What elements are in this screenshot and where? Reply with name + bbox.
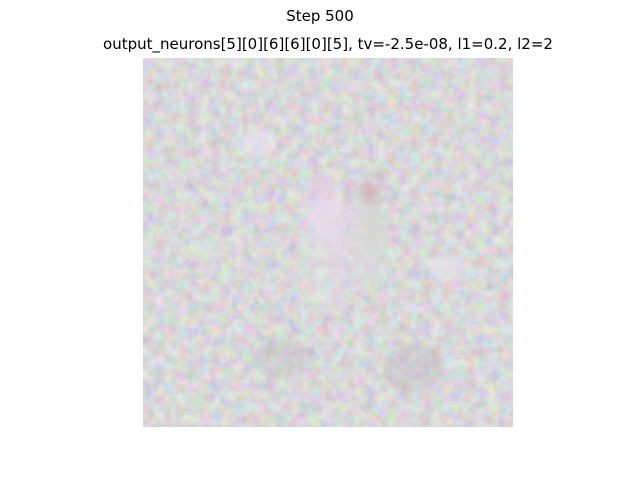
axes-title: output_neurons[5][0][6][6][0][5], tv=-2.… xyxy=(103,35,553,53)
feature-visualization-image xyxy=(143,58,513,427)
noise-image-svg xyxy=(143,58,513,427)
figure-suptitle: Step 500 xyxy=(286,7,354,25)
speckle-highlights xyxy=(185,116,466,412)
